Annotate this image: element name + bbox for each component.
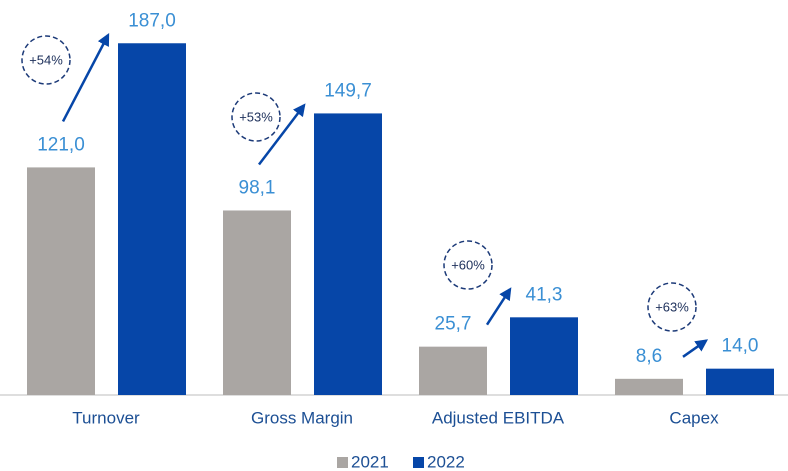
value-label: 8,6 <box>636 346 662 367</box>
growth-arrow <box>258 103 306 166</box>
annotation-circle <box>231 92 281 142</box>
bar <box>27 167 95 395</box>
legend-swatch <box>413 457 424 468</box>
value-label: 187,0 <box>128 10 176 31</box>
value-label: 14,0 <box>722 336 759 357</box>
bar <box>615 378 683 395</box>
annotation: +60% <box>451 257 485 272</box>
bar <box>419 346 487 395</box>
value-label: 41,3 <box>526 284 563 305</box>
legend-label: 2021 <box>351 452 389 471</box>
growth-arrow <box>682 339 709 358</box>
value-label: 98,1 <box>239 177 276 198</box>
legend-swatch <box>337 457 348 468</box>
value-label: 25,7 <box>435 314 472 335</box>
legend-label: 2022 <box>427 452 465 471</box>
growth-arrow <box>61 33 110 122</box>
annotation-circle <box>21 35 71 85</box>
bar <box>510 317 578 395</box>
annotation: +53% <box>239 109 273 124</box>
bar <box>314 113 382 396</box>
annotation-circle <box>647 282 697 332</box>
annotation: +63% <box>655 299 689 314</box>
value-label: 149,7 <box>324 80 372 101</box>
x-tick-label: Gross Margin <box>251 408 353 427</box>
annotation: +54% <box>29 52 63 67</box>
bar <box>118 43 186 396</box>
bar <box>706 368 774 395</box>
x-tick-label: Turnover <box>72 408 140 427</box>
value-label: 121,0 <box>37 134 85 155</box>
x-tick-label: Adjusted EBITDA <box>432 408 565 427</box>
bar <box>223 210 291 395</box>
annotation-circle <box>443 240 493 290</box>
growth-arrow <box>485 287 512 326</box>
x-tick-label: Capex <box>669 408 719 427</box>
